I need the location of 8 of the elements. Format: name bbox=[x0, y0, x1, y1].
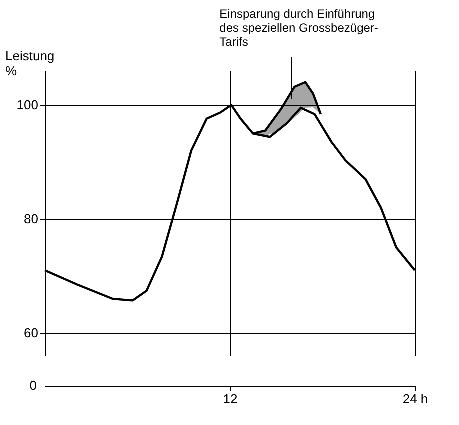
text: 0 bbox=[30, 378, 37, 393]
annotation: Einsparung durch Einführung des speziellen Grossbezüger- Tarifs bbox=[220, 7, 378, 49]
y-tick-label: 60 bbox=[24, 326, 38, 341]
y-axis-title: Leistung % bbox=[6, 48, 55, 78]
x-tick-label: 12 bbox=[223, 392, 238, 406]
y-tick-label: 100 bbox=[16, 98, 38, 113]
x-tick-label: 24 h bbox=[402, 392, 428, 406]
y-tick-label: 80 bbox=[24, 212, 38, 227]
